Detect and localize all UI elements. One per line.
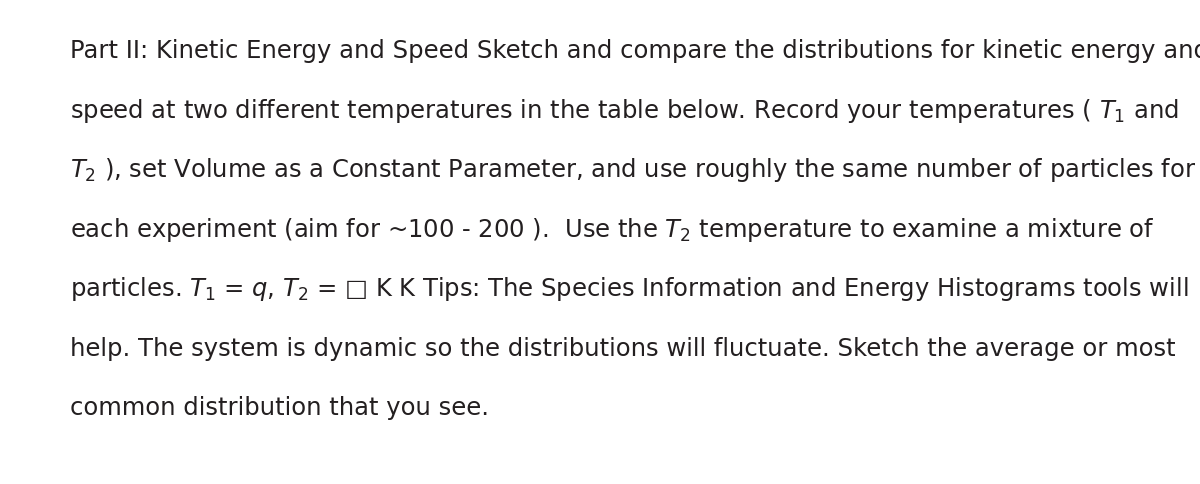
Text: speed at two different temperatures in the table below. Record your temperatures: speed at two different temperatures in t… [70, 97, 1178, 124]
Text: Part II: Kinetic Energy and Speed Sketch and compare the distributions for kinet: Part II: Kinetic Energy and Speed Sketch… [70, 39, 1200, 63]
Text: $\mathit{T}_2$ ), set Volume as a Constant Parameter, and use roughly the same n: $\mathit{T}_2$ ), set Volume as a Consta… [70, 156, 1195, 184]
Text: help. The system is dynamic so the distributions will fluctuate. Sketch the aver: help. The system is dynamic so the distr… [70, 337, 1175, 361]
Text: common distribution that you see.: common distribution that you see. [70, 396, 488, 420]
Text: each experiment (aim for ~100 - 200 ).  Use the $\mathit{T}_2$ temperature to ex: each experiment (aim for ~100 - 200 ). U… [70, 216, 1154, 243]
Text: particles. $\mathit{T}_1$ = $\mathit{q}$, $\mathit{T}_2$ = □ K K Tips: The Speci: particles. $\mathit{T}_1$ = $\mathit{q}$… [70, 275, 1188, 303]
